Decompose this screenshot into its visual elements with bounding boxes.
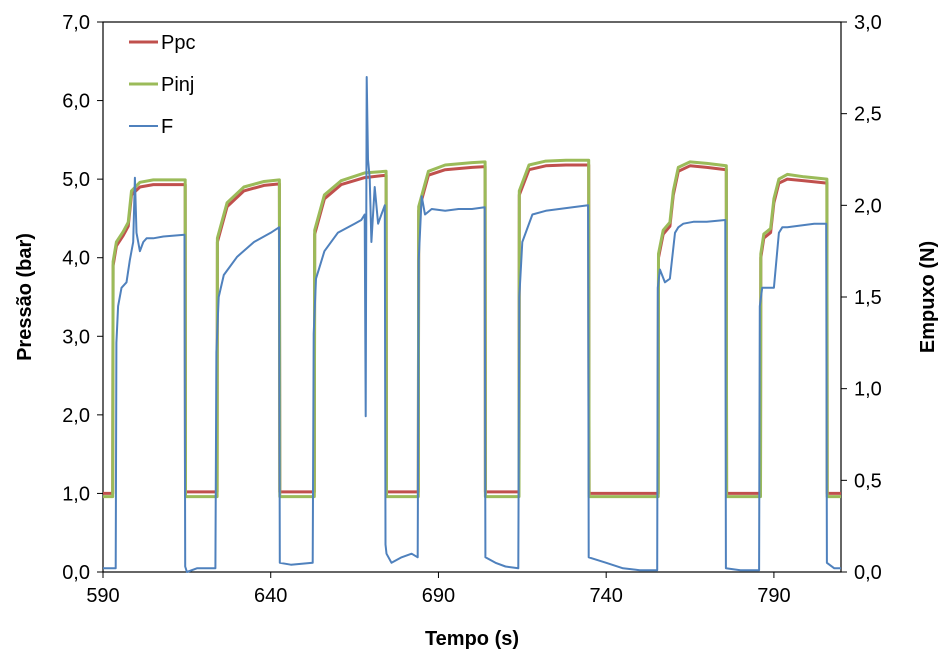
y-tick-label: 5,0 [62,169,90,191]
plot-area [102,21,842,573]
y-tick-label: 6,0 [62,91,90,113]
y2-tick-label: 2,5 [854,104,882,126]
x-axis-title: Tempo (s) [425,628,519,650]
legend-label-ppc: Ppc [161,32,195,54]
y-tick-label: 7,0 [62,12,90,34]
legend-label-f: F [161,116,173,138]
y2-tick-label: 0,0 [854,562,882,584]
series-line-f [103,76,841,573]
series-layer [103,76,841,573]
y-tick-label: 2,0 [62,405,90,427]
y2-axis-title: Empuxo (N) [917,241,939,353]
legend: Ppc Pinj F [129,32,195,138]
x-tick-label: 740 [589,585,622,607]
y2-tick-label: 1,0 [854,379,882,401]
y-tick-label: 1,0 [62,483,90,505]
y2-tick-label: 1,5 [854,287,882,309]
y-axis-title: Pressão (bar) [14,233,36,361]
y2-tick-label: 3,0 [854,12,882,34]
y-tick-label: 4,0 [62,248,90,270]
x-tick-label: 790 [757,585,790,607]
x-tick-label: 690 [422,585,455,607]
legend-label-pinj: Pinj [161,74,194,96]
x-tick-label: 640 [254,585,287,607]
y-tick-label: 0,0 [62,562,90,584]
y2-tick-label: 2,0 [854,195,882,217]
y-tick-label: 3,0 [62,326,90,348]
y2-tick-label: 0,5 [854,470,882,492]
axis-layer: 590 640 690 740 790 0,0 1,0 2,0 3,0 4,0 5,0 6,0 7,0 0… [62,12,882,607]
x-tick-label: 590 [86,585,119,607]
